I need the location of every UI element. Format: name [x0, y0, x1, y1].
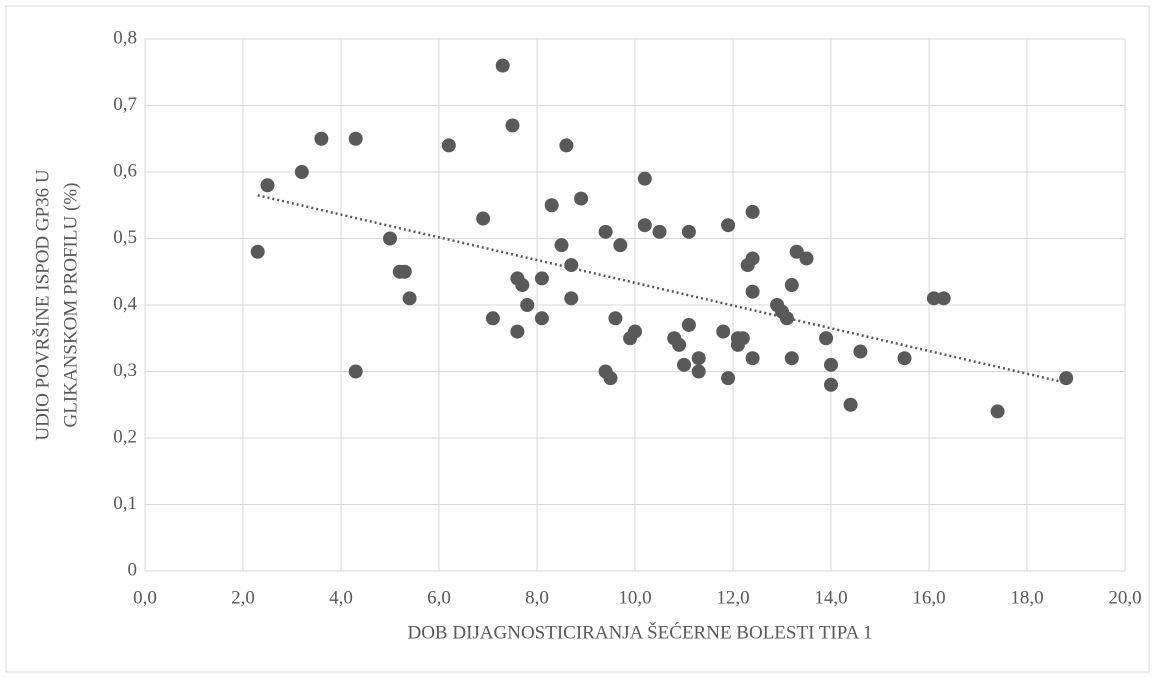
- data-point: [745, 204, 760, 219]
- data-point: [745, 351, 760, 366]
- data-point: [1059, 371, 1074, 386]
- x-tick-label: 8,0: [525, 587, 549, 608]
- y-tick-label: 0,3: [113, 360, 137, 381]
- data-point: [721, 218, 736, 233]
- data-point: [853, 344, 868, 359]
- y-tick-label: 0,4: [113, 293, 137, 314]
- data-point: [476, 211, 491, 226]
- data-point: [505, 118, 520, 133]
- data-point: [510, 324, 525, 339]
- data-point: [348, 364, 363, 379]
- data-point: [441, 138, 456, 153]
- y-axis-title: GLIKANSKOM PROFILU (%): [60, 183, 81, 428]
- data-point: [637, 218, 652, 233]
- y-tick-label: 0,7: [113, 94, 137, 115]
- x-tick-label: 6,0: [427, 587, 451, 608]
- data-point: [824, 357, 838, 372]
- x-tick-label: 18,0: [1010, 587, 1043, 608]
- data-point: [789, 244, 804, 259]
- data-point: [544, 198, 559, 213]
- y-tick-label: 0: [128, 559, 138, 580]
- data-point: [672, 337, 687, 352]
- data-point: [603, 371, 618, 386]
- data-point: [554, 238, 569, 253]
- data-point: [819, 331, 834, 346]
- x-tick-label: 10,0: [618, 587, 651, 608]
- data-point: [515, 278, 530, 293]
- data-point: [779, 311, 794, 326]
- data-point: [559, 138, 574, 153]
- data-point: [691, 364, 706, 379]
- data-point: [745, 251, 760, 266]
- data-point: [824, 377, 838, 392]
- y-tick-label: 0,6: [113, 160, 137, 181]
- data-point: [681, 224, 696, 239]
- data-point: [628, 324, 642, 339]
- data-point: [784, 351, 799, 366]
- data-point: [637, 171, 652, 186]
- y-axis-title: UDIO POVRŠINE ISPOD GP36 U: [31, 169, 53, 441]
- data-point: [260, 178, 275, 193]
- data-point: [897, 351, 912, 366]
- data-point: [314, 131, 329, 146]
- y-tick-label: 0,1: [113, 493, 137, 514]
- data-point: [564, 258, 579, 273]
- data-point: [402, 291, 417, 306]
- data-point: [677, 357, 691, 372]
- data-point: [534, 271, 549, 286]
- x-tick-label: 0,0: [133, 587, 157, 608]
- data-point: [990, 404, 1005, 419]
- trendline: [257, 194, 1067, 385]
- data-point: [745, 284, 760, 299]
- data-point: [383, 231, 397, 246]
- data-point: [534, 311, 549, 326]
- chart-border: [5, 5, 1150, 673]
- data-point: [598, 224, 613, 239]
- data-point: [294, 165, 309, 179]
- data-point: [721, 371, 736, 386]
- x-tick-label: 12,0: [716, 587, 749, 608]
- data-point: [495, 58, 510, 73]
- data-point: [784, 278, 799, 293]
- data-point: [485, 311, 500, 326]
- data-point: [520, 298, 535, 312]
- data-point: [397, 264, 412, 279]
- x-axis-title: DOB DIJAGNOSTICIRANJA ŠEĆERNE BOLESTI TI…: [407, 621, 872, 643]
- data-point: [926, 291, 941, 306]
- data-point: [843, 397, 858, 412]
- x-tick-label: 2,0: [231, 587, 255, 608]
- data-point: [574, 191, 589, 206]
- data-point: [250, 244, 265, 259]
- data-point: [613, 238, 628, 253]
- data-point: [735, 331, 750, 346]
- data-point: [936, 291, 951, 306]
- y-tick-label: 0,5: [113, 227, 137, 248]
- data-point: [608, 311, 623, 326]
- x-tick-label: 4,0: [329, 587, 353, 608]
- data-point: [799, 251, 814, 266]
- y-tick-label: 0,8: [113, 27, 137, 48]
- data-point: [652, 224, 667, 239]
- data-point: [564, 291, 579, 306]
- data-point: [716, 324, 731, 339]
- data-point: [691, 351, 706, 366]
- data-point: [681, 317, 696, 332]
- y-tick-label: 0,2: [113, 426, 137, 447]
- x-tick-label: 14,0: [814, 587, 847, 608]
- x-tick-label: 16,0: [912, 587, 945, 608]
- x-tick-label: 20,0: [1108, 587, 1141, 608]
- data-point: [348, 131, 363, 146]
